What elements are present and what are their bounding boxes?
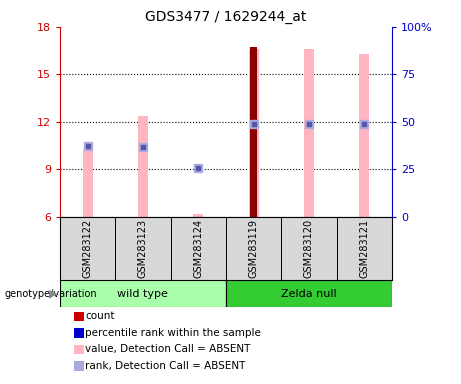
Text: GSM283121: GSM283121 [359, 219, 369, 278]
Bar [60, 280, 226, 307]
Text: GSM283124: GSM283124 [193, 219, 203, 278]
Text: Zelda null: Zelda null [281, 289, 337, 299]
Bar [171, 217, 226, 280]
Text: count: count [85, 311, 115, 321]
Text: value, Detection Call = ABSENT: value, Detection Call = ABSENT [85, 344, 251, 354]
Text: wild type: wild type [118, 289, 168, 299]
Text: rank, Detection Call = ABSENT: rank, Detection Call = ABSENT [85, 361, 246, 371]
Bar [83, 151, 93, 217]
Text: genotype/variation: genotype/variation [5, 289, 97, 299]
Bar [250, 48, 257, 217]
Bar [226, 217, 281, 280]
Bar [248, 49, 259, 217]
Bar [337, 217, 392, 280]
Text: percentile rank within the sample: percentile rank within the sample [85, 328, 261, 338]
Bar [138, 116, 148, 217]
Text: GSM283123: GSM283123 [138, 219, 148, 278]
Text: GSM283120: GSM283120 [304, 219, 314, 278]
Title: GDS3477 / 1629244_at: GDS3477 / 1629244_at [145, 10, 307, 25]
Bar [359, 54, 369, 217]
Bar [281, 217, 337, 280]
Bar [193, 214, 203, 217]
Bar [304, 49, 314, 217]
Text: GSM283122: GSM283122 [83, 219, 93, 278]
Bar [226, 280, 392, 307]
Bar [115, 217, 171, 280]
Text: GSM283119: GSM283119 [248, 219, 259, 278]
Text: ▶: ▶ [49, 289, 57, 299]
Bar [60, 217, 115, 280]
